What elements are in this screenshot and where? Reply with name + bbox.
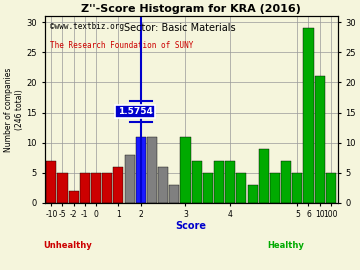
Bar — [102, 173, 112, 203]
Bar — [147, 137, 157, 203]
Title: Z''-Score Histogram for KRA (2016): Z''-Score Histogram for KRA (2016) — [81, 4, 301, 14]
Bar — [125, 155, 135, 203]
Bar — [58, 173, 68, 203]
Bar — [303, 28, 314, 203]
Bar — [91, 173, 101, 203]
Bar — [259, 148, 269, 203]
Bar — [214, 161, 224, 203]
Bar — [237, 173, 247, 203]
Bar — [113, 167, 123, 203]
Bar — [136, 137, 146, 203]
Bar — [203, 173, 213, 203]
Bar — [292, 173, 302, 203]
Text: Unhealthy: Unhealthy — [44, 241, 93, 250]
Text: The Research Foundation of SUNY: The Research Foundation of SUNY — [50, 40, 194, 50]
Bar — [281, 161, 291, 203]
Text: ©www.textbiz.org: ©www.textbiz.org — [50, 22, 125, 31]
Y-axis label: Number of companies
(246 total): Number of companies (246 total) — [4, 67, 23, 152]
Text: Healthy: Healthy — [268, 241, 305, 250]
Bar — [180, 137, 190, 203]
Text: 1.5754: 1.5754 — [118, 107, 153, 116]
Bar — [248, 185, 258, 203]
Bar — [315, 76, 325, 203]
Bar — [69, 191, 79, 203]
Text: Sector: Basic Materials: Sector: Basic Materials — [124, 23, 236, 33]
X-axis label: Score: Score — [176, 221, 207, 231]
Bar — [158, 167, 168, 203]
Bar — [225, 161, 235, 203]
Bar — [169, 185, 179, 203]
Bar — [270, 173, 280, 203]
Bar — [326, 173, 336, 203]
Bar — [46, 161, 57, 203]
Bar — [80, 173, 90, 203]
Bar — [192, 161, 202, 203]
